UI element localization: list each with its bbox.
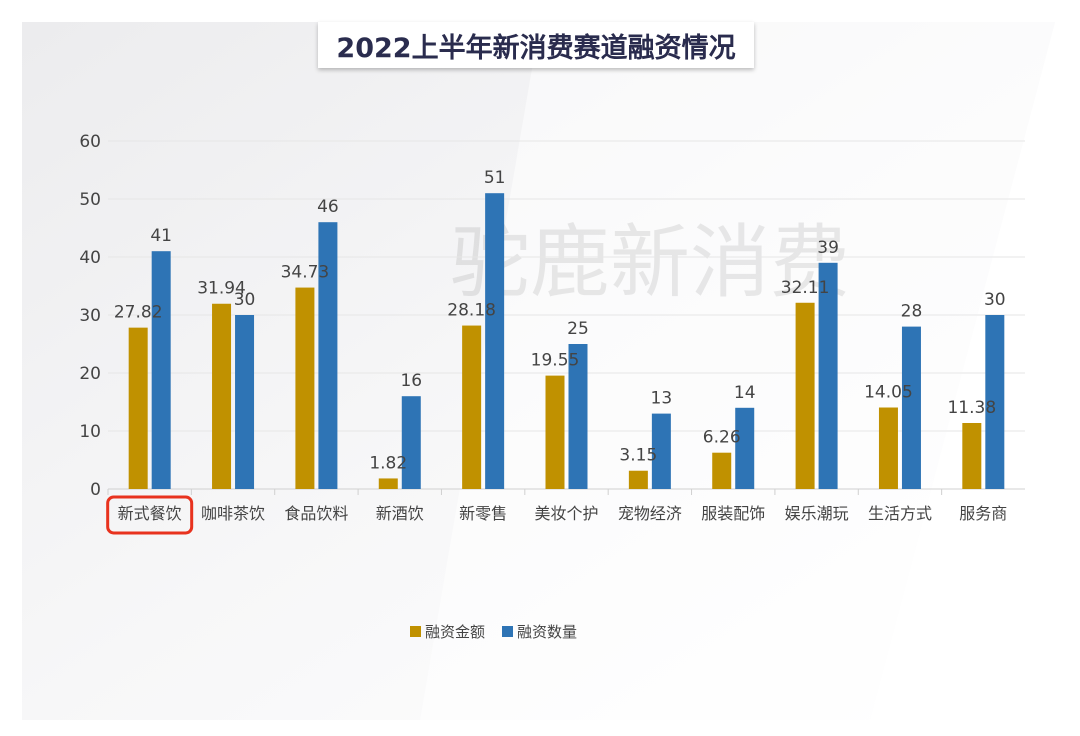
bar-amount bbox=[295, 287, 315, 489]
data-label: 28.18 bbox=[447, 301, 496, 321]
x-tick-label: 食品饮料 bbox=[284, 504, 348, 523]
x-tick-label: 生活方式 bbox=[868, 504, 932, 523]
data-label: 32.11 bbox=[781, 278, 830, 298]
y-tick-label: 60 bbox=[79, 132, 101, 152]
bar-count bbox=[985, 315, 1005, 489]
bar-count bbox=[818, 262, 838, 489]
bar-count bbox=[485, 193, 505, 489]
bar-count bbox=[568, 344, 588, 489]
bar-count bbox=[318, 222, 338, 489]
data-label: 14 bbox=[734, 383, 756, 403]
y-tick-label: 10 bbox=[79, 422, 101, 442]
legend-label: 融资数量 bbox=[517, 623, 577, 641]
x-tick-label: 新零售 bbox=[459, 504, 507, 523]
data-label: 51 bbox=[484, 168, 506, 188]
data-label: 11.38 bbox=[947, 398, 996, 418]
bar-amount bbox=[378, 478, 398, 489]
x-tick-label: 美妆个护 bbox=[534, 504, 598, 523]
bar-count bbox=[151, 251, 171, 489]
x-tick-label: 咖啡茶饮 bbox=[201, 504, 265, 523]
bar-amount bbox=[878, 407, 898, 489]
bar-amount bbox=[545, 375, 565, 489]
bar-amount bbox=[712, 452, 732, 489]
data-label: 31.94 bbox=[197, 279, 246, 299]
x-tick-label: 宠物经济 bbox=[618, 504, 682, 523]
data-label: 46 bbox=[317, 197, 339, 217]
data-label: 16 bbox=[400, 371, 422, 391]
bar-count bbox=[901, 326, 921, 489]
data-label: 14.05 bbox=[864, 383, 913, 403]
data-label: 25 bbox=[567, 319, 589, 339]
data-label: 41 bbox=[150, 226, 172, 246]
bar-amount bbox=[795, 302, 815, 489]
legend-swatch bbox=[410, 626, 421, 637]
data-label: 1.82 bbox=[369, 453, 407, 473]
bar-count bbox=[235, 315, 255, 489]
data-label: 27.82 bbox=[114, 303, 163, 323]
watermark: 驼鹿新消费 bbox=[450, 216, 850, 309]
x-tick-label: 服务商 bbox=[959, 504, 1007, 523]
x-tick-label: 新式餐饮 bbox=[118, 504, 182, 523]
bar-count bbox=[651, 413, 671, 489]
data-label: 30 bbox=[984, 290, 1006, 310]
data-label: 19.55 bbox=[531, 351, 580, 371]
data-label: 30 bbox=[234, 290, 256, 310]
bar-count bbox=[735, 407, 755, 489]
bar-amount bbox=[462, 325, 482, 489]
bar-amount bbox=[212, 303, 232, 489]
data-label: 39 bbox=[817, 238, 839, 258]
data-label: 13 bbox=[651, 389, 673, 409]
data-label: 34.73 bbox=[281, 263, 330, 283]
highlight-box bbox=[106, 495, 194, 535]
x-tick-label: 新酒饮 bbox=[376, 504, 424, 523]
data-label: 6.26 bbox=[703, 428, 741, 448]
y-tick-label: 40 bbox=[79, 248, 101, 268]
chart-title: 2022上半年新消费赛道融资情况 bbox=[318, 22, 754, 68]
x-tick-label: 服装配饰 bbox=[701, 504, 765, 523]
x-tick-label: 娱乐潮玩 bbox=[785, 504, 849, 523]
legend-label: 融资金额 bbox=[425, 623, 485, 641]
data-label: 28 bbox=[901, 302, 923, 322]
bar-count bbox=[401, 396, 421, 489]
background-highlight bbox=[420, 22, 1055, 720]
y-tick-label: 0 bbox=[90, 480, 101, 500]
y-tick-label: 50 bbox=[79, 190, 101, 210]
bar-amount bbox=[628, 470, 648, 489]
legend-swatch bbox=[502, 626, 513, 637]
bar-amount bbox=[128, 327, 148, 489]
data-label: 3.15 bbox=[619, 446, 657, 466]
y-tick-label: 20 bbox=[79, 364, 101, 384]
bar-amount bbox=[962, 422, 982, 489]
y-tick-label: 30 bbox=[79, 306, 101, 326]
